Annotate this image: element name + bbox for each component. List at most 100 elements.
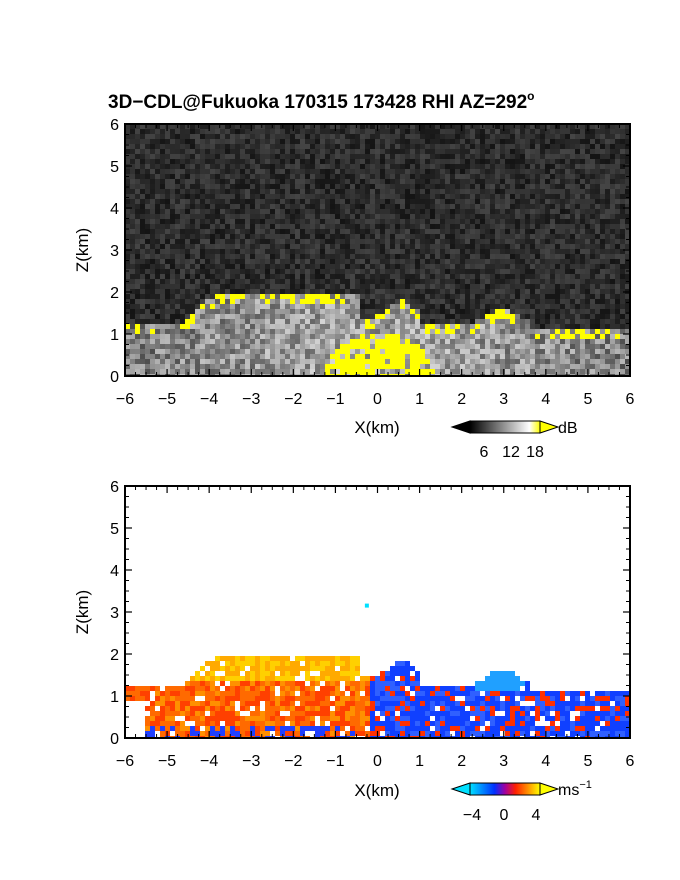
- reflectivity-cell: [595, 189, 600, 194]
- reflectivity-cell: [265, 159, 270, 164]
- reflectivity-cell: [295, 159, 300, 164]
- reflectivity-cell: [530, 164, 535, 169]
- reflectivity-cell: [485, 134, 490, 139]
- reflectivity-cell: [590, 149, 595, 154]
- reflectivity-cell: [415, 269, 420, 274]
- reflectivity-cell: [515, 294, 520, 299]
- reflectivity-cell: [190, 199, 195, 204]
- reflectivity-cell: [375, 219, 380, 224]
- reflectivity-cell: [285, 319, 290, 324]
- reflectivity-cell: [395, 309, 400, 314]
- reflectivity-cell: [295, 274, 300, 279]
- reflectivity-cell: [160, 189, 165, 194]
- reflectivity-cell: [230, 279, 235, 284]
- reflectivity-cell: [490, 284, 495, 289]
- reflectivity-cell: [570, 229, 575, 234]
- reflectivity-cell: [430, 194, 435, 199]
- reflectivity-cell: [450, 214, 455, 219]
- reflectivity-cell: [440, 174, 445, 179]
- reflectivity-cell: [560, 164, 565, 169]
- reflectivity-cell: [300, 214, 305, 219]
- reflectivity-cell: [270, 199, 275, 204]
- reflectivity-cell: [500, 254, 505, 259]
- reflectivity-cell: [590, 329, 595, 334]
- reflectivity-cell: [290, 284, 295, 289]
- reflectivity-cell: [335, 289, 340, 294]
- reflectivity-cell: [600, 289, 605, 294]
- reflectivity-cell: [175, 224, 180, 229]
- reflectivity-cell: [145, 279, 150, 284]
- reflectivity-cell: [150, 189, 155, 194]
- reflectivity-cell: [380, 334, 385, 339]
- reflectivity-cell: [420, 339, 425, 344]
- reflectivity-cell: [480, 234, 485, 239]
- reflectivity-cell: [255, 279, 260, 284]
- reflectivity-cell: [395, 244, 400, 249]
- reflectivity-cell: [305, 354, 310, 359]
- reflectivity-cell: [305, 284, 310, 289]
- reflectivity-cell: [550, 219, 555, 224]
- reflectivity-cell: [350, 174, 355, 179]
- reflectivity-cell: [485, 174, 490, 179]
- reflectivity-cell: [200, 219, 205, 224]
- reflectivity-cell: [535, 279, 540, 284]
- reflectivity-cell: [500, 129, 505, 134]
- reflectivity-cell: [495, 144, 500, 149]
- reflectivity-cell: [520, 294, 525, 299]
- reflectivity-cell: [605, 269, 610, 274]
- reflectivity-cell: [235, 129, 240, 134]
- reflectivity-cell: [530, 229, 535, 234]
- reflectivity-cell: [155, 254, 160, 259]
- reflectivity-cell: [625, 314, 630, 319]
- reflectivity-cell: [255, 334, 260, 339]
- reflectivity-cell: [395, 164, 400, 169]
- reflectivity-cell: [340, 199, 345, 204]
- reflectivity-cell: [570, 184, 575, 189]
- reflectivity-cell: [550, 234, 555, 239]
- reflectivity-cell: [450, 364, 455, 369]
- reflectivity-cell: [165, 229, 170, 234]
- reflectivity-cell: [465, 154, 470, 159]
- reflectivity-cell: [155, 239, 160, 244]
- reflectivity-cell: [425, 149, 430, 154]
- reflectivity-cell: [525, 314, 530, 319]
- reflectivity-cell: [585, 264, 590, 269]
- reflectivity-cell: [585, 174, 590, 179]
- reflectivity-cell: [305, 229, 310, 234]
- reflectivity-cell: [545, 309, 550, 314]
- reflectivity-cell: [460, 214, 465, 219]
- reflectivity-cell: [560, 339, 565, 344]
- reflectivity-cell: [280, 269, 285, 274]
- reflectivity-cell: [240, 174, 245, 179]
- reflectivity-cell: [225, 164, 230, 169]
- reflectivity-cell: [355, 214, 360, 219]
- reflectivity-cell: [450, 259, 455, 264]
- reflectivity-cell: [460, 279, 465, 284]
- reflectivity-cell: [570, 309, 575, 314]
- reflectivity-cell: [470, 264, 475, 269]
- reflectivity-cell: [600, 124, 605, 129]
- reflectivity-cell: [615, 174, 620, 179]
- reflectivity-cell: [575, 129, 580, 134]
- reflectivity-cell: [525, 279, 530, 284]
- reflectivity-cell: [625, 124, 630, 129]
- reflectivity-cell: [310, 194, 315, 199]
- reflectivity-cell: [475, 279, 480, 284]
- reflectivity-cell: [510, 354, 515, 359]
- reflectivity-cell: [250, 274, 255, 279]
- reflectivity-cell: [325, 154, 330, 159]
- reflectivity-cell: [415, 214, 420, 219]
- reflectivity-cell: [615, 234, 620, 239]
- reflectivity-cell: [145, 154, 150, 159]
- reflectivity-cell: [225, 169, 230, 174]
- reflectivity-cell: [230, 254, 235, 259]
- reflectivity-cell: [425, 219, 430, 224]
- reflectivity-cell: [365, 184, 370, 189]
- reflectivity-cell: [430, 299, 435, 304]
- reflectivity-cell: [610, 254, 615, 259]
- reflectivity-cell: [155, 344, 160, 349]
- reflectivity-cell: [125, 294, 130, 299]
- reflectivity-cell: [205, 169, 210, 174]
- reflectivity-cell: [610, 294, 615, 299]
- reflectivity-cell: [465, 174, 470, 179]
